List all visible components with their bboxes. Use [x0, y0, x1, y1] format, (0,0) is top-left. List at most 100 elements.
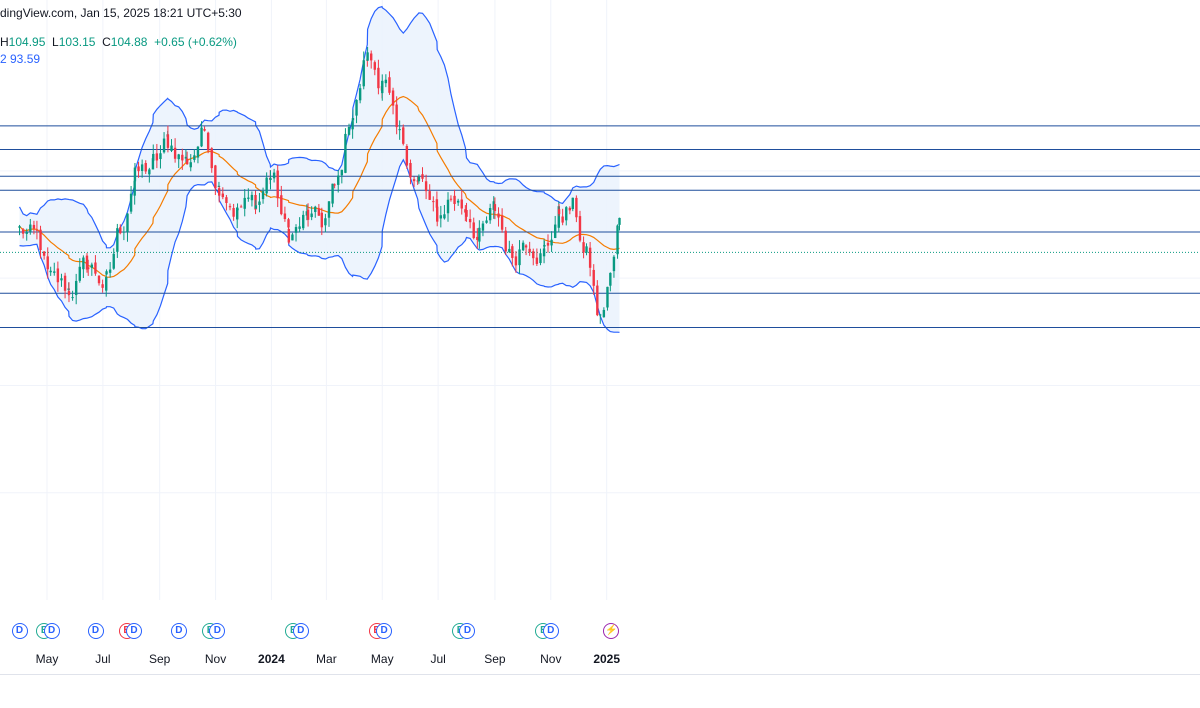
- candle-body: [355, 99, 358, 116]
- candle-body: [166, 134, 170, 148]
- candle-body: [200, 127, 203, 147]
- candle-body: [269, 178, 272, 181]
- candle-body: [74, 280, 78, 296]
- candle-body: [327, 201, 331, 218]
- candle-body: [612, 256, 616, 272]
- candle-body: [337, 175, 340, 185]
- candle-body: [511, 246, 514, 258]
- candle-body: [546, 242, 550, 246]
- candle-body: [170, 145, 173, 151]
- candle-body: [184, 156, 188, 159]
- candle-body: [42, 251, 46, 256]
- candle-body: [261, 191, 265, 200]
- candle-body: [524, 245, 528, 248]
- dividend-event-icon[interactable]: D: [87, 623, 104, 639]
- candle-body: [468, 218, 472, 223]
- candle-body: [395, 104, 398, 128]
- candle-body: [243, 197, 246, 209]
- dividend-event-icon[interactable]: D: [542, 623, 559, 639]
- candle-body: [140, 164, 144, 171]
- candle-body: [436, 206, 439, 222]
- dividend-event-icon[interactable]: D: [292, 623, 309, 639]
- candlestick-series: [18, 47, 621, 324]
- candle-body: [618, 217, 621, 225]
- candle-body: [236, 208, 239, 211]
- split-event-icon[interactable]: ⚡: [603, 623, 620, 639]
- candle-body: [550, 239, 553, 246]
- x-axis-label: 2025: [593, 652, 621, 666]
- candle-body: [616, 225, 619, 255]
- candle-body: [606, 286, 609, 308]
- candle-body: [381, 80, 384, 94]
- dividend-event-icon[interactable]: D: [43, 623, 60, 639]
- candle-body: [571, 197, 574, 210]
- candle-body: [39, 229, 42, 251]
- indicator-readout: 2 93.59: [0, 52, 41, 66]
- candle-body: [298, 226, 301, 229]
- dividend-event-icon[interactable]: D: [459, 623, 476, 639]
- dividend-event-icon[interactable]: D: [376, 623, 393, 639]
- low-label: L: [52, 35, 59, 49]
- candle-body: [189, 162, 192, 168]
- dividend-event-icon[interactable]: D: [209, 623, 226, 639]
- candle-body: [101, 284, 104, 288]
- candle-body: [126, 213, 129, 233]
- basis-line: [19, 95, 620, 278]
- candle-body: [148, 169, 151, 175]
- candle-body: [340, 169, 344, 176]
- x-axis-label: Nov: [540, 652, 562, 666]
- candle-body: [508, 248, 511, 252]
- candle-body: [370, 53, 373, 61]
- candle-body: [358, 88, 362, 101]
- dividend-event-icon[interactable]: D: [11, 623, 28, 639]
- candle-body: [221, 193, 225, 198]
- candle-body: [412, 179, 416, 182]
- candle-body: [258, 201, 261, 205]
- candle-body: [405, 146, 409, 166]
- candle-body: [122, 231, 126, 233]
- candle-body: [294, 227, 298, 233]
- x-axis-label: Nov: [204, 652, 227, 666]
- x-axis-label: May: [370, 652, 394, 666]
- x-axis-label: Jul: [95, 652, 111, 666]
- candle-body: [488, 208, 492, 221]
- candle-body: [152, 153, 155, 161]
- candle-body: [585, 246, 588, 253]
- candle-body: [478, 227, 481, 242]
- dividend-event-icon[interactable]: D: [170, 623, 187, 639]
- candle-body: [155, 153, 159, 161]
- candle-body: [500, 215, 504, 230]
- candle-body: [485, 220, 488, 223]
- candle-body: [456, 200, 460, 203]
- candle-body: [417, 176, 421, 182]
- high-value: 104.95: [8, 35, 46, 49]
- candle-body: [85, 255, 89, 270]
- x-axis-label: Jul: [430, 652, 446, 666]
- high-label: H: [0, 35, 9, 49]
- candle-body: [384, 79, 388, 84]
- candle-body: [29, 224, 32, 232]
- candle-body: [391, 90, 395, 106]
- candle-body: [133, 167, 137, 182]
- candle-body: [287, 219, 290, 228]
- candle-body: [449, 198, 453, 200]
- candle-body: [108, 269, 112, 273]
- candle-body: [254, 205, 258, 209]
- candle-body: [561, 216, 564, 223]
- candle-body: [588, 247, 592, 268]
- candle-body: [446, 199, 450, 214]
- candle-body: [514, 256, 518, 266]
- candle-body: [250, 194, 254, 201]
- candle-body: [119, 227, 122, 234]
- candle-body: [602, 309, 606, 318]
- candle-body: [557, 206, 560, 228]
- candle-body: [557, 209, 561, 215]
- candle-body: [317, 208, 321, 216]
- chart-source-line: dingView.com, Jan 15, 2025 18:21 UTC+5:3…: [0, 6, 242, 20]
- candle-body: [105, 277, 108, 291]
- dividend-event-icon[interactable]: D: [126, 623, 143, 639]
- candle-body: [287, 228, 291, 243]
- candle-body: [476, 236, 479, 241]
- candle-body: [185, 158, 189, 165]
